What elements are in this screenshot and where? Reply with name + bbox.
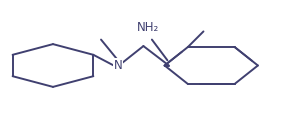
Text: NH₂: NH₂ (137, 21, 159, 34)
Text: N: N (114, 59, 122, 72)
